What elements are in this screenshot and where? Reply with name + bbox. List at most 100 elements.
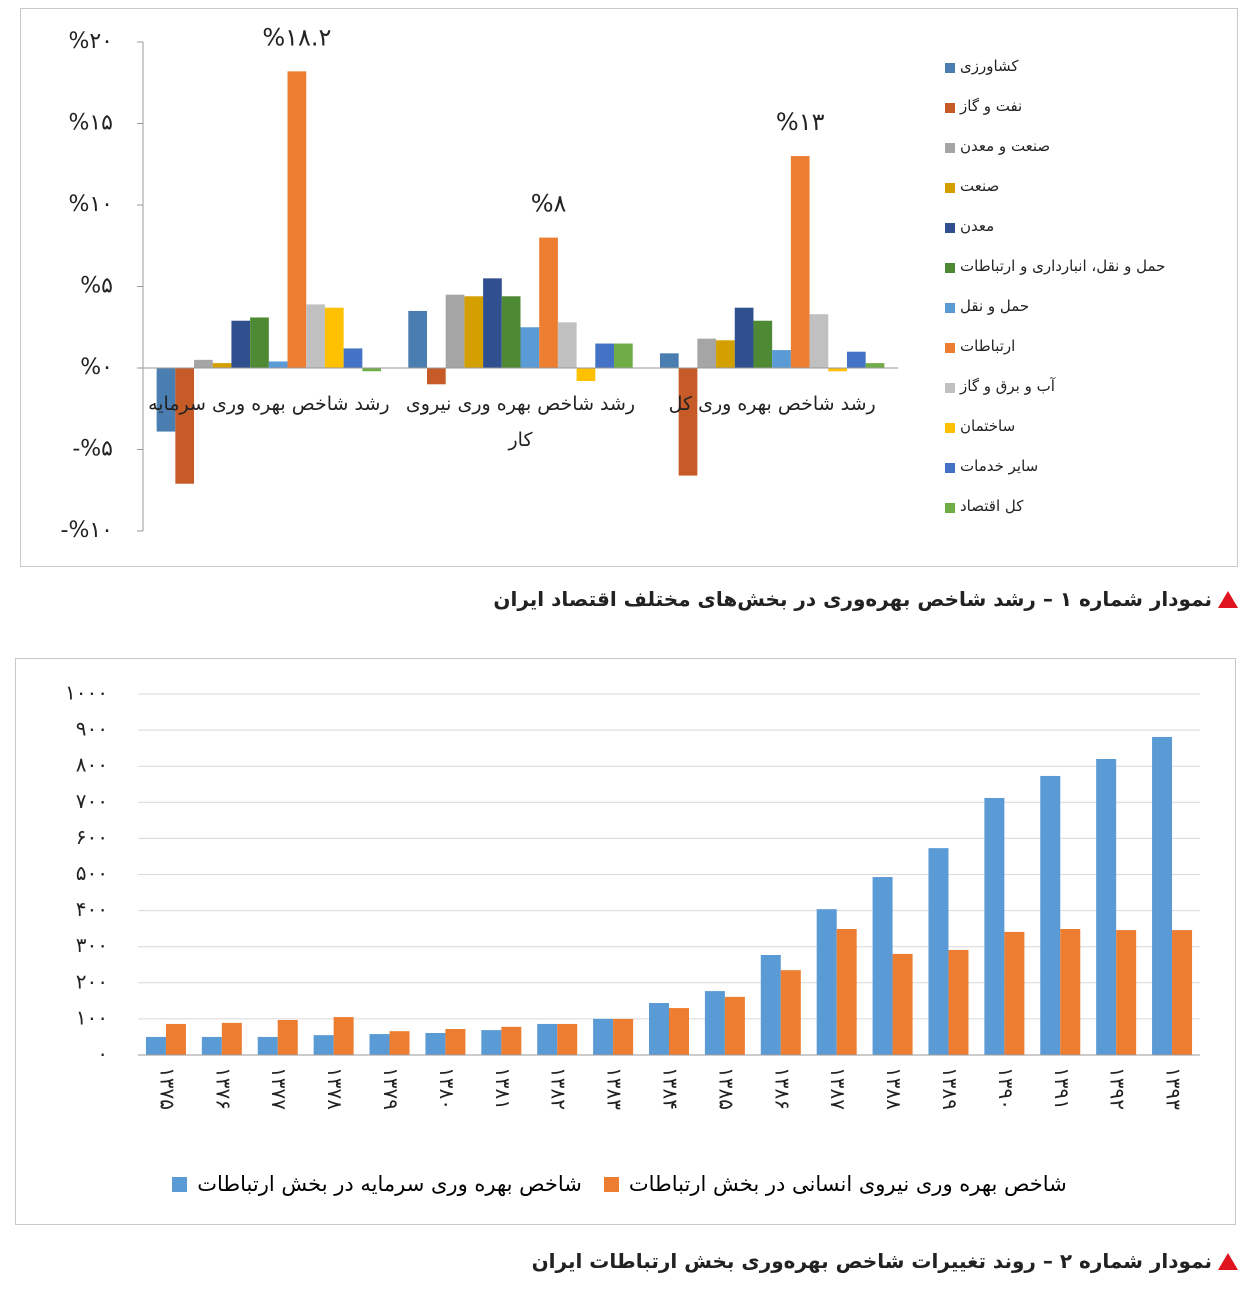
legend-swatch: [945, 143, 955, 153]
y-tick-label: ۰: [97, 1042, 108, 1066]
bar: [1172, 930, 1193, 1055]
x-tick-label: ۱۳۷۶: [211, 1067, 235, 1110]
legend-label: حمل و نقل: [960, 297, 1030, 315]
data-label: %۸: [531, 190, 567, 218]
x-tick-label: ۱۳۷۹: [379, 1067, 403, 1110]
y-tick-label: ۹۰۰: [76, 717, 108, 741]
y-tick-label: -%۱۰: [61, 518, 113, 543]
legend-swatch: [945, 183, 955, 193]
caption-marker: [1218, 591, 1238, 608]
bar: [984, 797, 1005, 1055]
x-tick-label: ۱۳۷۵: [155, 1067, 179, 1110]
bar: [250, 317, 269, 368]
bar: [201, 1036, 222, 1055]
x-tick-label: رشد شاخص بهره وری سرمایه: [148, 393, 390, 415]
bar: [595, 343, 614, 368]
bar: [520, 327, 540, 368]
bar: [1096, 758, 1117, 1055]
y-tick-label: %۱۵: [68, 111, 113, 136]
y-tick-label: %۱۰: [68, 192, 113, 217]
bar: [369, 1034, 390, 1055]
bar: [501, 1026, 522, 1055]
x-tick-label: ۱۳۸۰: [435, 1067, 459, 1110]
bar: [614, 343, 633, 368]
bar: [313, 1035, 334, 1055]
y-tick-label: ۷۰۰: [76, 789, 108, 813]
legend-swatch: [603, 1176, 619, 1192]
bar: [734, 307, 754, 368]
bar: [697, 338, 717, 368]
bar: [1060, 929, 1081, 1055]
legend-label: معدن: [960, 217, 995, 235]
bar: [809, 314, 829, 368]
x-tick-label: ۱۳۷۸: [323, 1067, 347, 1110]
x-tick-label: ۱۳۸۸: [882, 1067, 906, 1110]
bar: [828, 368, 847, 372]
bar: [445, 1029, 466, 1055]
bar: [145, 1036, 166, 1055]
bar: [389, 1031, 410, 1055]
bar: [324, 307, 344, 368]
y-tick-label: ۱۰۰: [76, 1005, 108, 1029]
bar: [287, 71, 307, 368]
bar: [557, 322, 577, 368]
bar: [1004, 931, 1025, 1055]
y-tick-label: ۵۰۰: [76, 861, 108, 885]
legend-swatch: [945, 63, 955, 73]
bar: [175, 368, 195, 484]
caption: نمودار شماره ۲ – روند تغییرات شاخص بهره‌…: [531, 1249, 1212, 1273]
bar: [194, 359, 213, 368]
bar: [212, 363, 232, 368]
bar: [836, 929, 857, 1055]
x-tick-label: ۱۳۸۱: [491, 1067, 515, 1110]
x-tick-label: ۱۳۸۵: [714, 1067, 738, 1110]
bar: [268, 361, 288, 368]
bar: [539, 237, 558, 368]
caption-marker: [1218, 1253, 1238, 1270]
bar: [649, 1003, 669, 1055]
bar: [678, 368, 698, 476]
bar: [928, 848, 949, 1055]
legend-label: کل اقتصاد: [960, 497, 1024, 515]
bar: [343, 348, 363, 368]
bar: [277, 1019, 298, 1055]
legend-swatch: [945, 303, 955, 313]
x-tick-label: ۱۳۷۷: [267, 1067, 291, 1110]
x-tick-label: ۱۳۹۲: [1106, 1067, 1130, 1110]
x-tick-label: ۱۳۹۰: [994, 1067, 1018, 1110]
legend-label: شاخص بهره وری نیروی انسانی در بخش ارتباط…: [628, 1172, 1067, 1196]
bar: [231, 320, 251, 368]
bar: [892, 953, 913, 1055]
legend-label: شاخص بهره وری سرمایه در بخش ارتباطات: [197, 1172, 582, 1196]
data-label: %۱۳: [776, 108, 825, 136]
y-tick-label: %۲۰: [68, 29, 113, 54]
y-tick-label: ۲۰۰: [76, 969, 108, 993]
legend-label: آب و برق و گاز: [960, 377, 1055, 395]
legend-label: صنعت و معدن: [960, 137, 1051, 155]
legend-label: صنعت: [960, 177, 1000, 195]
x-tick-label: ۱۳۹۱: [1050, 1067, 1074, 1110]
bar: [780, 970, 801, 1055]
bar: [1040, 775, 1061, 1055]
legend-swatch: [945, 463, 955, 473]
y-tick-label: %۰: [80, 355, 113, 380]
bar: [704, 991, 725, 1055]
bar: [362, 368, 382, 372]
bar: [669, 1008, 689, 1055]
bar: [501, 296, 521, 368]
legend-label: نفت و گاز: [960, 97, 1023, 115]
x-tick-label: ۱۳۸۲: [547, 1067, 571, 1110]
legend-swatch: [945, 103, 955, 113]
bar: [257, 1036, 278, 1055]
legend: شاخص بهره وری سرمایه در بخش ارتباطات شاخص…: [15, 1172, 1236, 1196]
legend-swatch: [172, 1176, 188, 1192]
bar: [948, 949, 969, 1055]
x-tick-label: ۱۳۸۴: [659, 1067, 683, 1110]
x-tick-label: ۱۳۹۳: [1162, 1067, 1186, 1110]
y-tick-label: -%۵: [72, 437, 113, 462]
y-tick-label: ۳۰۰: [76, 933, 108, 957]
data-label: %۱۸.۲: [262, 23, 331, 51]
bar: [716, 340, 735, 368]
